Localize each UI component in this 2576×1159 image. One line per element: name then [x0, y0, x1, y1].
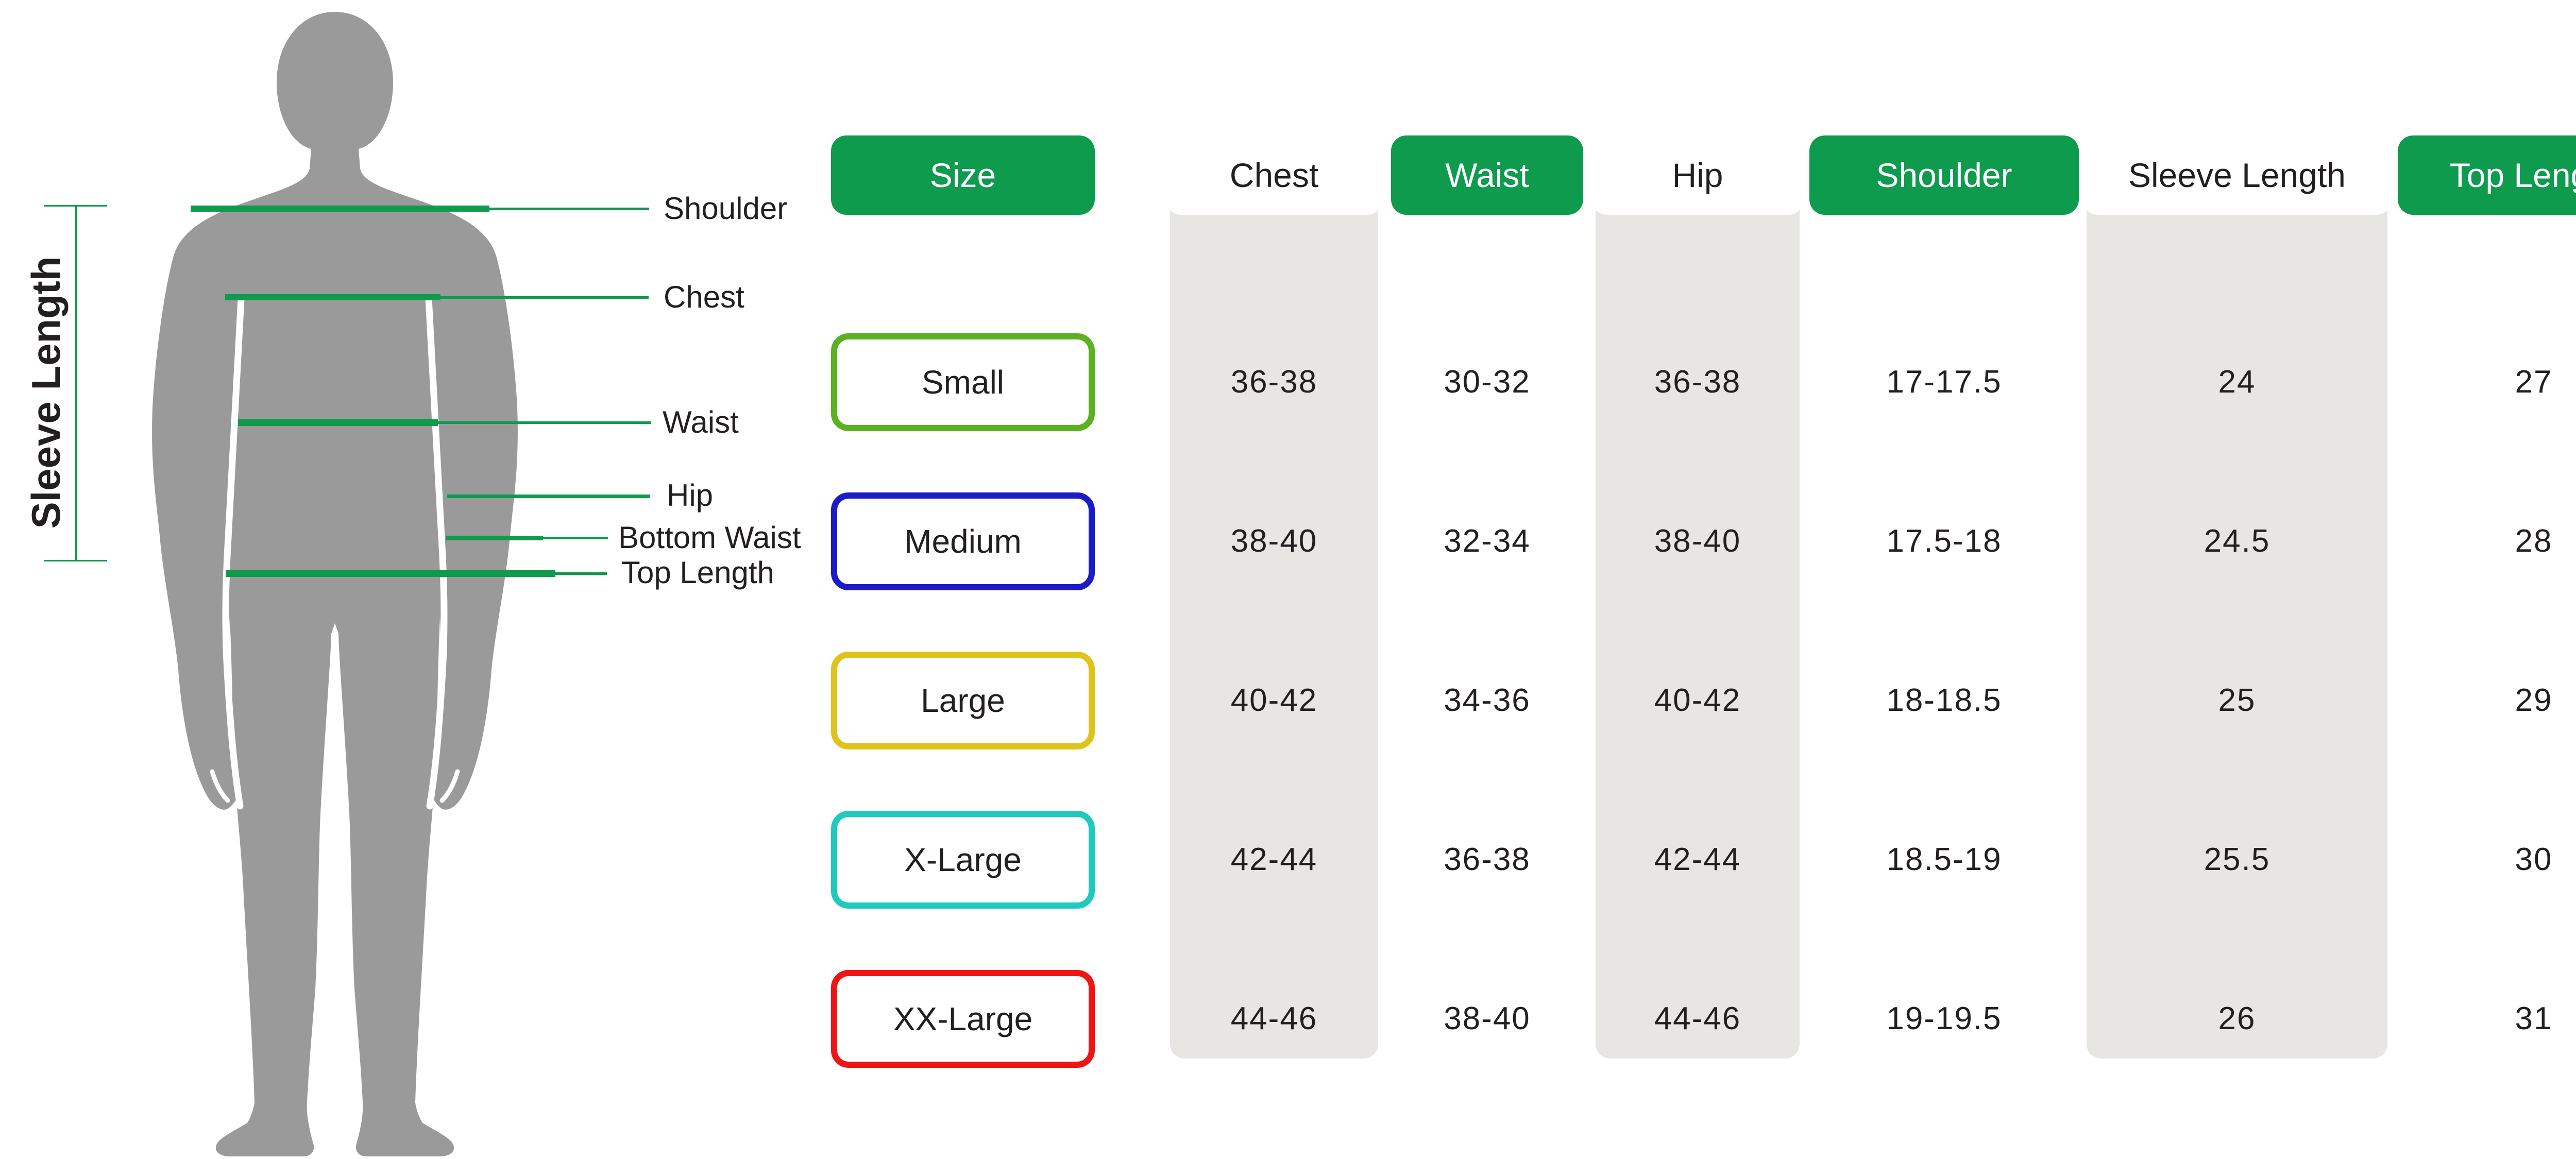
- cell-sleeve-length-large: 25: [2218, 683, 2256, 718]
- cell-sleeve-length-xx-large: 26: [2218, 1001, 2256, 1036]
- cell-hip-xx-large: 44-46: [1654, 1001, 1741, 1036]
- size-button-small[interactable]: Small: [831, 333, 1095, 431]
- size-button-medium[interactable]: Medium: [831, 492, 1095, 590]
- column-hip: Hip 36-38 38-40 40-42 42-44 44-46: [1591, 0, 1804, 1159]
- hip-line: [447, 495, 650, 498]
- size-button-xx-large[interactable]: XX-Large: [831, 970, 1095, 1068]
- cell-chest-large: 40-42: [1230, 683, 1318, 718]
- top-length-label: Top Length: [621, 555, 774, 590]
- column-top-length: Top Length 27 28 29 30 31: [2398, 0, 2576, 1159]
- cell-waist-large: 34-36: [1444, 683, 1531, 718]
- waist-line-leader: [437, 421, 651, 424]
- cell-top-length-small: 27: [2515, 364, 2553, 400]
- column-header-chest: Chest: [1166, 135, 1382, 215]
- column-waist: Waist 30-32 32-34 34-36 36-38 38-40: [1391, 0, 1583, 1159]
- chest-label: Chest: [664, 280, 744, 314]
- chest-line-leader: [439, 296, 649, 299]
- body-silhouette-image: [152, 12, 518, 1156]
- cell-chest-small: 36-38: [1230, 364, 1318, 400]
- cell-waist-xx-large: 38-40: [1444, 1001, 1531, 1036]
- cell-waist-x-large: 36-38: [1444, 842, 1531, 877]
- cell-sleeve-length-x-large: 25.5: [2204, 842, 2270, 877]
- top-length-line-leader: [554, 572, 607, 575]
- size-button-large[interactable]: Large: [831, 652, 1095, 749]
- column-header-top-length: Top Length: [2398, 135, 2576, 215]
- cell-hip-x-large: 42-44: [1654, 842, 1741, 877]
- cell-shoulder-small: 17-17.5: [1886, 364, 2002, 400]
- cell-shoulder-x-large: 18.5-19: [1886, 842, 2002, 877]
- cell-top-length-large: 29: [2515, 683, 2553, 718]
- column-header-sleeve-length: Sleeve Length: [2082, 135, 2392, 215]
- waist-line-thick: [238, 419, 438, 426]
- cell-hip-medium: 38-40: [1654, 523, 1741, 559]
- chest-line-thick: [225, 294, 440, 300]
- column-shoulder: Shoulder 17-17.5 17.5-18 18-18.5 18.5-19…: [1809, 0, 2079, 1159]
- shoulder-label: Shoulder: [664, 191, 788, 226]
- bottom-waist-line-leader: [542, 537, 608, 539]
- sleeve-length-bottom-tick: [44, 560, 107, 561]
- shoulder-line-thick: [191, 206, 489, 212]
- cell-chest-xx-large: 44-46: [1230, 1001, 1318, 1036]
- cell-hip-small: 36-38: [1654, 364, 1741, 400]
- cell-waist-small: 30-32: [1444, 364, 1531, 400]
- column-sleeve-length: Sleeve Length 24 24.5 25 25.5 26: [2082, 0, 2392, 1159]
- cell-chest-x-large: 42-44: [1230, 842, 1318, 877]
- column-header-shoulder: Shoulder: [1809, 135, 2079, 215]
- column-sleeve-length-background: [2087, 180, 2387, 1059]
- sleeve-length-top-tick: [44, 205, 107, 207]
- cell-chest-medium: 38-40: [1230, 523, 1318, 559]
- bottom-waist-line-thick: [446, 536, 543, 540]
- cell-sleeve-length-small: 24: [2218, 364, 2256, 400]
- size-column-header: Size: [831, 135, 1095, 215]
- column-hip-background: [1596, 180, 1800, 1059]
- column-size: Size Small Medium Large X-Large XX-Large: [831, 0, 1095, 1159]
- hip-label: Hip: [667, 478, 714, 513]
- size-button-x-large[interactable]: X-Large: [831, 811, 1095, 909]
- sleeve-length-dimension-line: [75, 206, 77, 561]
- cell-shoulder-medium: 17.5-18: [1886, 523, 2002, 559]
- waist-label: Waist: [663, 405, 739, 439]
- bottom-waist-label: Bottom Waist: [618, 520, 801, 555]
- column-header-waist: Waist: [1391, 135, 1583, 215]
- cell-sleeve-length-medium: 24.5: [2204, 523, 2270, 559]
- sleeve-length-vertical-label: Sleeve Length: [23, 256, 69, 529]
- cell-top-length-x-large: 30: [2515, 842, 2553, 877]
- cell-hip-large: 40-42: [1654, 683, 1741, 718]
- cell-waist-medium: 32-34: [1444, 523, 1531, 559]
- column-chest-background: [1170, 180, 1378, 1059]
- cell-top-length-xx-large: 31: [2515, 1001, 2553, 1036]
- top-length-line-thick: [226, 570, 555, 577]
- cell-top-length-medium: 28: [2515, 523, 2553, 559]
- column-header-hip: Hip: [1591, 135, 1804, 215]
- column-chest: Chest 36-38 38-40 40-42 42-44 44-46: [1166, 0, 1382, 1159]
- cell-shoulder-xx-large: 19-19.5: [1886, 1001, 2002, 1036]
- shoulder-line-leader: [488, 208, 649, 210]
- cell-shoulder-large: 18-18.5: [1886, 683, 2002, 718]
